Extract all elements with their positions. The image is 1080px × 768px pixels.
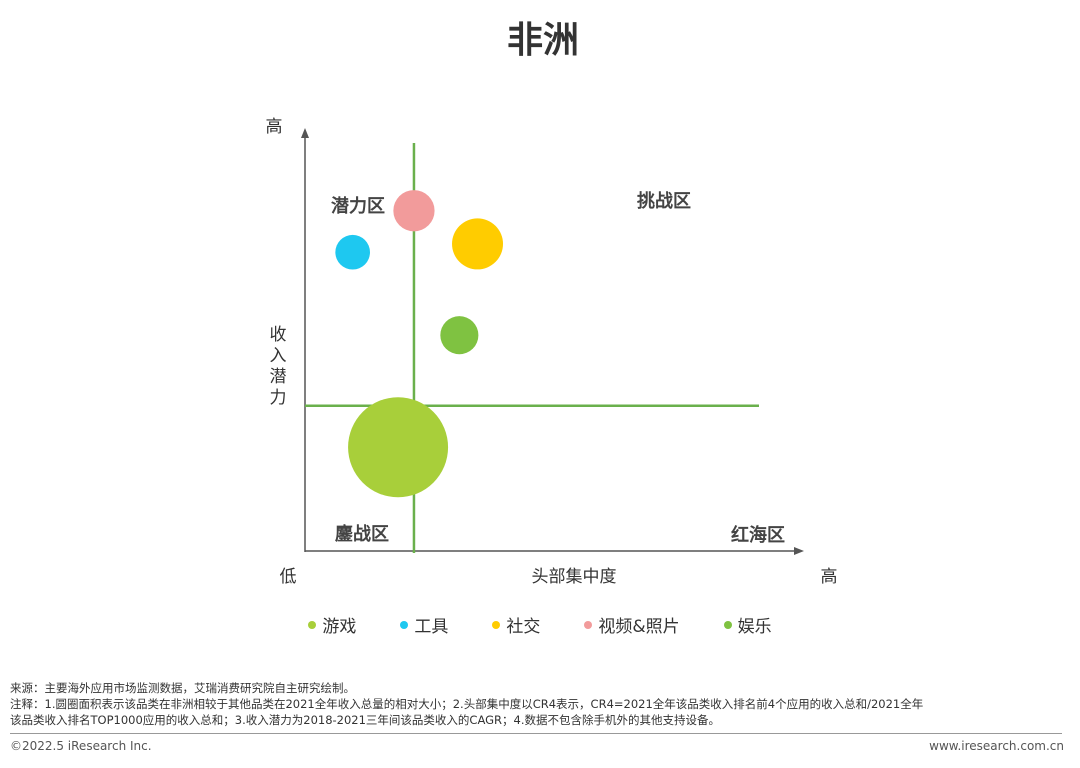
legend-label: 游戏 bbox=[322, 617, 357, 637]
copyright: ©2022.5 iResearch Inc. bbox=[10, 739, 152, 753]
bubble-0 bbox=[348, 397, 449, 498]
quadrant-bubble-chart: 非洲 高 低 高 头部集中度 收入潜力 潜力区 挑战区 鏖战区 红海区 bbox=[266, 20, 838, 587]
legend-item-1: 工具 bbox=[400, 612, 448, 637]
quadrant-label-challenge: 挑战区 bbox=[637, 190, 691, 212]
bubble-2 bbox=[452, 218, 504, 270]
legend-dot-icon bbox=[308, 620, 317, 629]
bubble-layer bbox=[335, 190, 504, 498]
website-link[interactable]: www.iresearch.com.cn bbox=[929, 739, 1064, 753]
annotation-line-2: 该品类收入排名TOP1000应用的收入总和；3.收入潜力为2018-2021三年… bbox=[10, 713, 720, 727]
notes-block: 来源：主要海外应用市场监测数据，艾瑞消费研究院自主研究绘制。 注释：1.圆圈面积… bbox=[10, 680, 1070, 728]
annotation-line-1: 注释：1.圆圈面积表示该品类在非洲相较于其他品类在2021全年收入总量的相对大小… bbox=[10, 697, 924, 711]
legend-item-0: 游戏 bbox=[308, 612, 356, 637]
legend-label: 工具 bbox=[414, 617, 449, 637]
legend-item-4: 娱乐 bbox=[723, 612, 772, 637]
y-axis-high-label: 高 bbox=[266, 117, 283, 137]
legend-label: 视频&照片 bbox=[598, 617, 680, 637]
origin-low-label: 低 bbox=[280, 567, 297, 587]
legend-dot-icon bbox=[723, 620, 732, 629]
legend-dot-icon bbox=[584, 620, 593, 629]
legend: 游戏 工具 社交 视频&照片 娱乐 bbox=[0, 612, 1080, 637]
legend-label: 社交 bbox=[506, 617, 541, 637]
bubble-1 bbox=[335, 234, 370, 270]
legend-dot-icon bbox=[492, 620, 501, 629]
quadrant-label-potential: 潜力区 bbox=[331, 195, 385, 217]
x-axis-high-label: 高 bbox=[821, 567, 838, 587]
legend-label: 娱乐 bbox=[737, 617, 772, 637]
quadrant-label-fierce: 鏖战区 bbox=[335, 523, 389, 545]
x-axis-title: 头部集中度 bbox=[532, 567, 617, 587]
source-note: 来源：主要海外应用市场监测数据，艾瑞消费研究院自主研究绘制。 bbox=[10, 681, 355, 695]
x-axis-arrow bbox=[794, 547, 804, 555]
legend-dot-icon bbox=[400, 620, 409, 629]
chart-title: 非洲 bbox=[507, 20, 579, 61]
legend-item-2: 社交 bbox=[492, 612, 540, 637]
y-axis-arrow bbox=[301, 128, 309, 138]
y-axis-title: 收入潜力 bbox=[270, 325, 287, 408]
legend-item-3: 视频&照片 bbox=[584, 612, 680, 637]
bubble-3 bbox=[393, 190, 435, 232]
quadrant-label-red-sea: 红海区 bbox=[731, 524, 785, 546]
bubble-4 bbox=[440, 316, 479, 355]
footer-divider bbox=[10, 733, 1062, 734]
